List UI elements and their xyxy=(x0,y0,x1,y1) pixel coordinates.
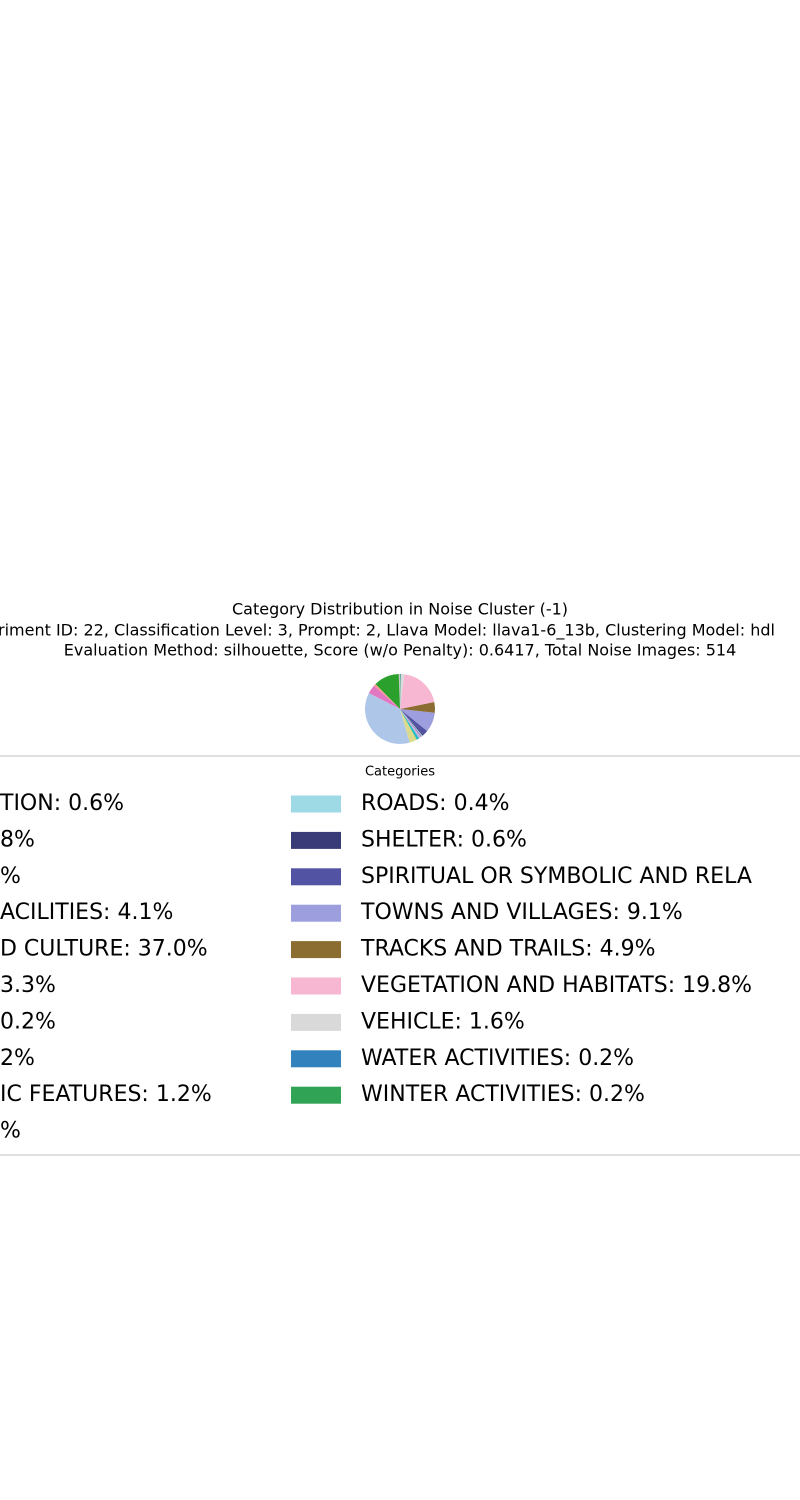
legend-title: Categories xyxy=(365,765,435,780)
chart-subtitle: Evaluation Method: silhouette, Score (w/… xyxy=(64,641,737,660)
legend-swatch xyxy=(291,941,341,959)
legend-swatch xyxy=(291,1086,341,1104)
legend-swatch xyxy=(291,1050,341,1068)
legend-swatch xyxy=(291,795,341,813)
pie-slice xyxy=(400,709,424,736)
legend-label: D CULTURE: 37.0% xyxy=(0,937,208,962)
legend-label: ROADS: 0.4% xyxy=(361,791,509,816)
legend-swatch xyxy=(291,868,341,886)
pie-slice xyxy=(400,702,436,713)
pie-slice xyxy=(400,674,435,709)
legend-label: SPIRITUAL OR SYMBOLIC AND RELA xyxy=(361,864,752,889)
legend-label: IC FEATURES: 1.2% xyxy=(0,1082,212,1107)
legend-label: VEHICLE: 1.6% xyxy=(361,1009,525,1034)
legend-label: SHELTER: 0.6% xyxy=(361,827,527,852)
legend-swatch xyxy=(291,831,341,849)
pie-slice xyxy=(400,709,423,737)
legend-label: VEGETATION AND HABITATS: 19.8% xyxy=(361,973,752,998)
legend-label: ACILITIES: 4.1% xyxy=(0,900,173,925)
pie-slice xyxy=(400,709,435,731)
legend-label: TOWNS AND VILLAGES: 9.1% xyxy=(360,900,683,925)
legend-label: % xyxy=(0,864,21,889)
pie-slice xyxy=(398,674,400,709)
legend-label: TION: 0.6% xyxy=(0,791,124,816)
pie-slice xyxy=(368,685,400,709)
pie-slice xyxy=(400,674,401,709)
legend-label: % xyxy=(0,1119,21,1144)
legend-label: TRACKS AND TRAILS: 4.9% xyxy=(360,937,656,962)
pie-slice xyxy=(364,693,410,744)
pie-slice xyxy=(400,709,422,737)
legend-label: WINTER ACTIVITIES: 0.2% xyxy=(361,1082,645,1107)
pie-slice xyxy=(400,709,417,743)
pie-slice xyxy=(400,674,405,709)
legend-swatch xyxy=(291,977,341,995)
legend-label: 0.2% xyxy=(0,1009,56,1034)
chart-title: Category Distribution in Noise Cluster (… xyxy=(232,600,568,619)
legend-label: 2% xyxy=(0,1046,35,1071)
legend-label: 8% xyxy=(0,827,35,852)
pie-slice xyxy=(400,709,417,740)
pie-slice xyxy=(400,709,422,739)
pie-slice xyxy=(400,709,428,735)
legend-swatch xyxy=(291,1013,341,1031)
pie-slice xyxy=(373,684,400,709)
pie-slice xyxy=(375,674,400,709)
legend-swatch xyxy=(291,904,341,922)
legend-label: WATER ACTIVITIES: 0.2% xyxy=(361,1046,634,1071)
pie-slice xyxy=(400,709,420,740)
legend-label: 3.3% xyxy=(0,973,56,998)
chart-subtitle: riment ID: 22, Classification Level: 3, … xyxy=(0,621,775,641)
